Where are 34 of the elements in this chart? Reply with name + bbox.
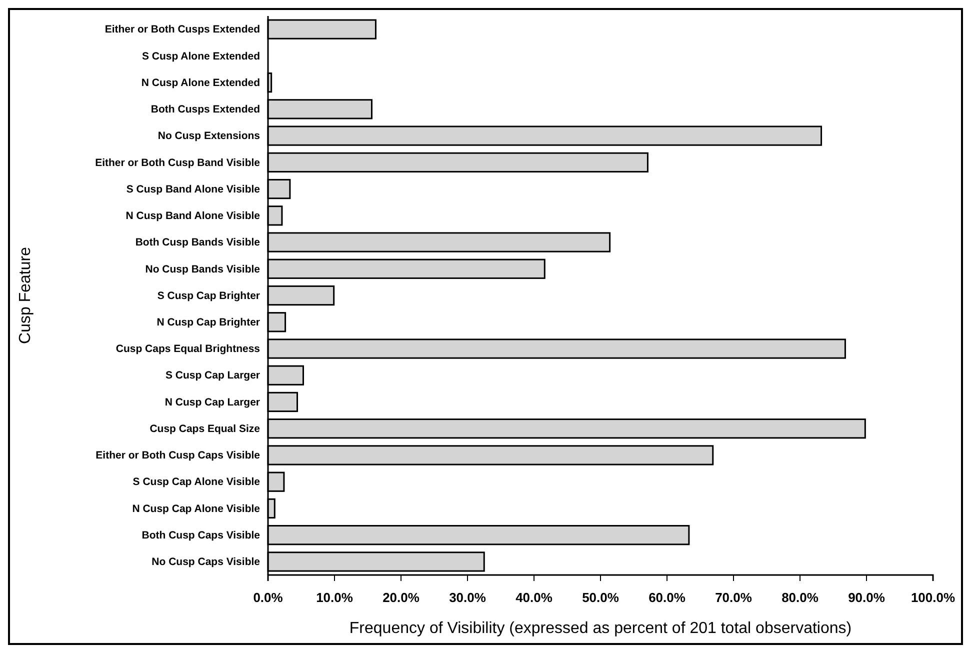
y-tick-label: Either or Both Cusp Caps Visible: [96, 450, 260, 462]
y-tick-label: S Cusp Alone Extended: [142, 50, 260, 62]
y-tick-label: Either or Both Cusps Extended: [104, 24, 260, 36]
y-tick-label: Both Cusps Extended: [150, 104, 260, 116]
x-tick-label: 80.0%: [782, 590, 819, 606]
y-tick-label: No Cusp Bands Visible: [145, 263, 260, 276]
x-tick-label: 40.0%: [516, 590, 553, 606]
x-tick-label: 10.0%: [316, 590, 354, 606]
x-tick-label: 50.0%: [582, 590, 620, 606]
x-tick-label: 70.0%: [715, 590, 752, 606]
x-tick-label: 30.0%: [449, 590, 486, 606]
y-tick-label: N Cusp Cap Larger: [164, 396, 260, 408]
y-tick-label: N Cusp Band Alone Visible: [126, 210, 260, 222]
y-tick-label: No Cusp Caps Visible: [152, 556, 260, 568]
x-tick-label: 60.0%: [648, 590, 686, 606]
y-tick-label: N Cusp Cap Brighter: [156, 316, 260, 328]
x-tick-label: 0.0%: [253, 590, 284, 606]
y-tick-label: Both Cusp Caps Visible: [142, 529, 260, 542]
y-tick-label: Both Cusp Bands Visible: [135, 236, 260, 249]
y-tick-label: Either or Both Cusp Band Visible: [95, 156, 260, 169]
y-tick-label: No Cusp Extensions: [158, 130, 260, 142]
y-tick-label: N Cusp Alone Extended: [141, 76, 260, 89]
x-tick-label: 90.0%: [848, 590, 886, 606]
y-tick-label: Cusp Caps Equal Brightness: [116, 343, 260, 356]
y-tick-label: S Cusp Cap Brighter: [157, 290, 260, 302]
y-tick-label: S Cusp Band Alone Visible: [126, 183, 260, 196]
y-tick-label: Cusp Caps Equal Size: [150, 422, 260, 435]
y-tick-label: S Cusp Cap Larger: [165, 370, 260, 382]
x-axis-title: Frequency of Visibility (expressed as percent of 201 total observations): [349, 620, 852, 637]
x-tick-label: 20.0%: [382, 590, 420, 606]
y-tick-label: N Cusp Cap Alone Visible: [132, 502, 260, 515]
y-axis-title: Cusp Feature: [17, 246, 34, 344]
x-tick-label: 100.0%: [910, 590, 956, 606]
y-tick-label: S Cusp Cap Alone Visible: [132, 476, 260, 488]
